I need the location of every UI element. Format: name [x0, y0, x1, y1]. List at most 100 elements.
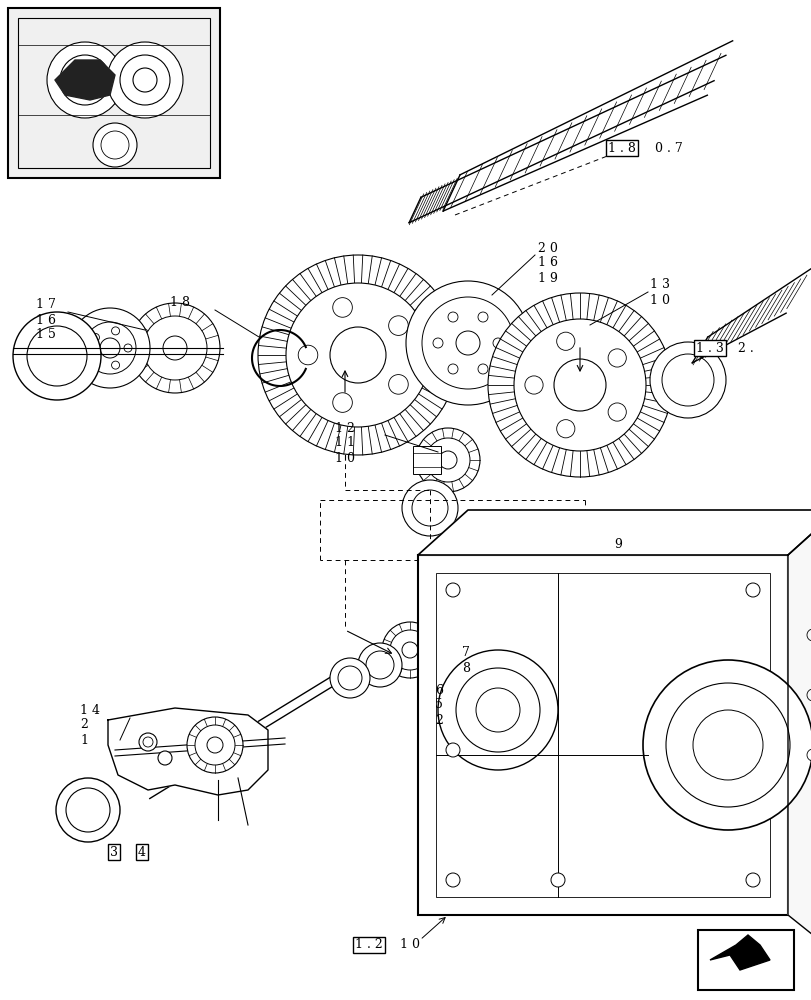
Circle shape	[258, 255, 457, 455]
Circle shape	[92, 333, 99, 341]
Text: 5: 5	[435, 698, 442, 712]
Text: 2: 2	[80, 718, 88, 732]
Circle shape	[607, 403, 625, 421]
Circle shape	[381, 622, 437, 678]
Circle shape	[436, 649, 448, 661]
Circle shape	[389, 630, 430, 670]
Text: 2: 2	[435, 714, 442, 726]
Circle shape	[504, 520, 604, 620]
Circle shape	[47, 42, 122, 118]
Circle shape	[478, 364, 487, 374]
Text: 1 0: 1 0	[400, 938, 419, 952]
Circle shape	[298, 345, 317, 365]
Circle shape	[551, 873, 564, 887]
Bar	[697, 930, 793, 990]
Circle shape	[143, 316, 207, 380]
Circle shape	[432, 338, 443, 348]
Text: 1 7: 1 7	[36, 298, 56, 312]
Text: 1 0: 1 0	[335, 452, 354, 464]
Text: 1 0: 1 0	[649, 294, 669, 306]
Text: 1 6: 1 6	[36, 314, 56, 326]
Circle shape	[445, 743, 460, 757]
Circle shape	[285, 283, 430, 427]
Circle shape	[745, 873, 759, 887]
Text: 1 5: 1 5	[36, 328, 56, 342]
Circle shape	[139, 733, 157, 751]
Circle shape	[519, 535, 590, 605]
Circle shape	[187, 717, 242, 773]
Circle shape	[448, 312, 457, 322]
Text: 2 0: 2 0	[538, 241, 557, 254]
Circle shape	[649, 342, 725, 418]
Polygon shape	[55, 60, 115, 100]
Circle shape	[130, 303, 220, 393]
Text: 1 4: 1 4	[80, 704, 100, 716]
Circle shape	[333, 298, 352, 317]
Text: 1: 1	[80, 734, 88, 746]
Bar	[413, 446, 440, 474]
Circle shape	[556, 332, 574, 350]
Circle shape	[445, 583, 460, 597]
Circle shape	[111, 327, 119, 335]
Circle shape	[478, 312, 487, 322]
Circle shape	[492, 338, 502, 348]
Polygon shape	[108, 708, 268, 795]
Bar	[418, 555, 787, 915]
Circle shape	[401, 480, 457, 536]
Circle shape	[437, 650, 557, 770]
Polygon shape	[418, 510, 811, 555]
Circle shape	[415, 428, 479, 492]
Text: 1 . 2: 1 . 2	[354, 938, 382, 952]
Bar	[8, 8, 220, 178]
Circle shape	[642, 660, 811, 830]
Text: 1 . 3: 1 . 3	[695, 342, 723, 355]
Text: 1 6: 1 6	[538, 256, 557, 269]
Text: 2 .: 2 .	[737, 342, 753, 355]
Polygon shape	[787, 510, 811, 955]
Text: 1 1: 1 1	[335, 436, 354, 450]
Text: 1 3: 1 3	[649, 278, 669, 292]
Circle shape	[457, 545, 541, 629]
Text: 8: 8	[461, 662, 470, 674]
Circle shape	[107, 42, 182, 118]
Polygon shape	[709, 935, 769, 970]
Circle shape	[556, 420, 574, 438]
Circle shape	[195, 725, 234, 765]
Text: 1 2: 1 2	[335, 422, 354, 434]
Circle shape	[388, 316, 408, 335]
Circle shape	[158, 751, 172, 765]
Text: 1 . 8: 1 . 8	[607, 141, 635, 154]
Bar	[436, 573, 769, 897]
Circle shape	[524, 376, 543, 394]
Circle shape	[745, 583, 759, 597]
Text: 7: 7	[461, 647, 470, 660]
Circle shape	[388, 375, 408, 394]
Circle shape	[56, 778, 120, 842]
Circle shape	[13, 312, 101, 400]
Text: 1 8: 1 8	[169, 296, 190, 310]
Circle shape	[70, 308, 150, 388]
Bar	[18, 18, 210, 168]
Circle shape	[358, 643, 401, 687]
Text: 0 . 7: 0 . 7	[654, 141, 682, 154]
Text: 3: 3	[109, 846, 118, 858]
Text: 4: 4	[138, 846, 146, 858]
Circle shape	[329, 658, 370, 698]
Circle shape	[607, 349, 625, 367]
Circle shape	[414, 619, 445, 651]
Text: 1 9: 1 9	[538, 271, 557, 284]
Circle shape	[93, 123, 137, 167]
Circle shape	[426, 438, 470, 482]
Circle shape	[333, 393, 352, 412]
Circle shape	[448, 364, 457, 374]
Circle shape	[111, 361, 119, 369]
Circle shape	[487, 293, 672, 477]
Circle shape	[513, 319, 646, 451]
Text: 9: 9	[613, 538, 621, 552]
Circle shape	[406, 281, 530, 405]
Circle shape	[92, 355, 99, 363]
Circle shape	[445, 873, 460, 887]
Text: 6: 6	[435, 684, 443, 696]
Circle shape	[471, 559, 527, 615]
Circle shape	[124, 344, 132, 352]
